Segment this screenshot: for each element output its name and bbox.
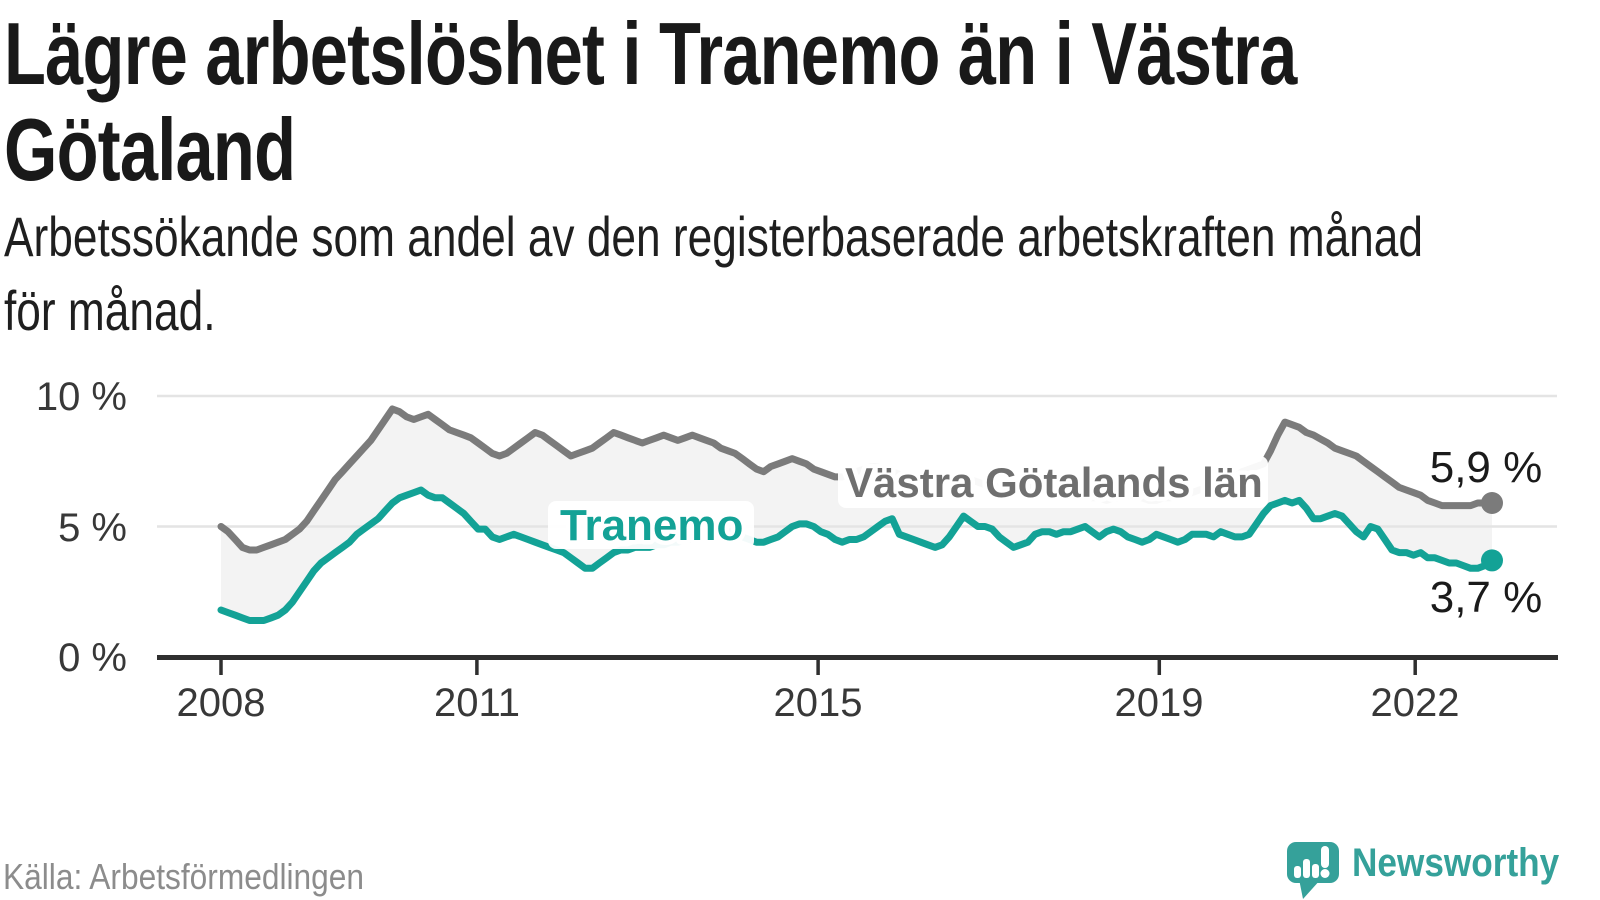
end-value-label-tranemo: 3,7 % bbox=[1430, 573, 1543, 622]
chart-subtitle-line1: Arbetssökande som andel av den registerb… bbox=[4, 205, 1423, 268]
end-dot-tranemo bbox=[1481, 549, 1503, 572]
series-label-tranemo: Tranemo bbox=[560, 501, 743, 550]
logo-bar-1-icon bbox=[1294, 866, 1301, 878]
x-tick-label-2022: 2022 bbox=[1371, 681, 1460, 725]
x-tick-label-2011: 2011 bbox=[434, 681, 520, 725]
logo-exclamation-icon bbox=[1321, 846, 1329, 868]
chart-title-line1: Lägre arbetslöshet i Tranemo än i Västra bbox=[4, 4, 1297, 103]
y-tick-label-5: 5 % bbox=[58, 506, 127, 550]
y-tick-label-0: 0 % bbox=[58, 636, 127, 680]
chart-title: Lägre arbetslöshet i Tranemo än i Västra… bbox=[4, 6, 1486, 198]
fill-between-layer bbox=[221, 409, 1492, 621]
end-value-label-vastra-gotaland: 5,9 % bbox=[1430, 443, 1543, 492]
logo-bar-3-icon bbox=[1312, 864, 1319, 878]
chart-subtitle: Arbetssökande som andel av den registerb… bbox=[4, 200, 1584, 348]
x-axis-layer bbox=[157, 655, 1558, 675]
gridlines-layer bbox=[157, 394, 1557, 528]
logo-bubble-tail bbox=[1299, 879, 1321, 899]
y-tick-label-10: 10 % bbox=[36, 375, 127, 419]
source-note: Källa: Arbetsförmedlingen bbox=[3, 856, 365, 897]
vastra-gotaland-label-halo bbox=[838, 456, 1268, 508]
fill-between-area bbox=[221, 409, 1492, 621]
x-tick-label-2008: 2008 bbox=[177, 681, 266, 725]
series-label-vastra-gotalands-lan: Västra Götalands län bbox=[845, 459, 1263, 506]
end-dots-layer bbox=[1481, 492, 1503, 572]
newsworthy-logo: Newsworthy bbox=[1287, 840, 1559, 899]
x-tick-label-2019: 2019 bbox=[1115, 681, 1204, 725]
chart-subtitle-line2: för månad. bbox=[4, 279, 216, 342]
end-dot-v-stra-g-talands-l-n bbox=[1481, 492, 1503, 514]
tranemo-label-halo bbox=[548, 501, 754, 549]
series-line-tranemo bbox=[217, 486, 1496, 624]
logo-bar-2-icon bbox=[1303, 859, 1310, 878]
x-tick-label-2015: 2015 bbox=[774, 681, 863, 725]
logo-exclamation-dot bbox=[1320, 869, 1330, 878]
brand-name: Newsworthy bbox=[1352, 840, 1559, 885]
chart-title-line2: Götaland bbox=[4, 100, 296, 199]
